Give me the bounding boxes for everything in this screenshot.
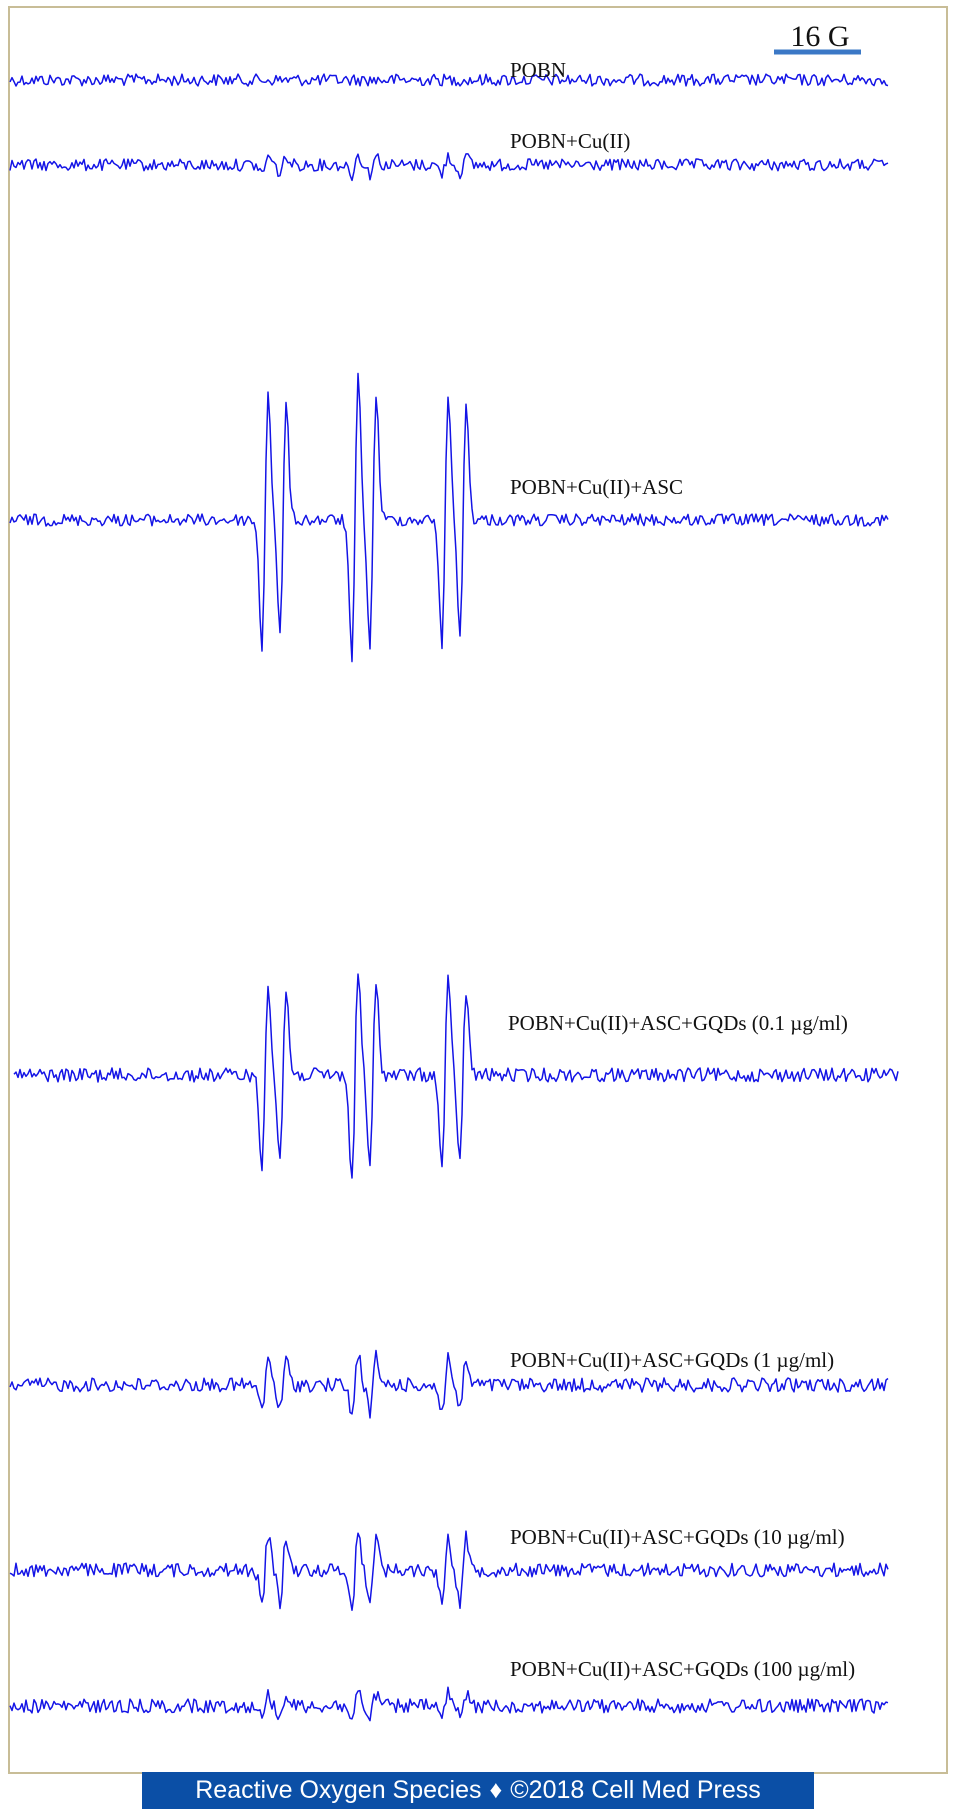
spectrum-label-4: POBN+Cu(II)+ASC+GQDs (0.1 µg/ml) xyxy=(508,1011,848,1035)
spectrum-label-1: POBN xyxy=(510,58,566,82)
scale-bar-label: 16 G xyxy=(790,20,849,53)
figure-frame xyxy=(8,6,948,1774)
scale-bar-group: 16 G xyxy=(774,20,861,55)
spectrum-trace-2 xyxy=(9,152,889,182)
journal-footer-banner: Reactive Oxygen Species ♦ ©2018 Cell Med… xyxy=(142,1772,814,1809)
spectra-labels: POBN POBN+Cu(II) POBN+Cu(II)+ASC POBN+Cu(II… xyxy=(508,58,855,1681)
spectra-traces xyxy=(9,73,899,1722)
spectrum-label-3: POBN+Cu(II)+ASC xyxy=(510,475,683,499)
spectrum-label-2: POBN+Cu(II) xyxy=(510,129,630,153)
spectrum-trace-1 xyxy=(9,73,889,87)
journal-name: Reactive Oxygen Species xyxy=(195,1776,482,1804)
spectrum-label-7: POBN+Cu(II)+ASC+GQDs (100 µg/ml) xyxy=(510,1657,855,1681)
spectrum-trace-3 xyxy=(9,372,889,663)
spectrum-trace-7 xyxy=(9,1686,889,1722)
separator-diamond: ♦ xyxy=(489,1776,503,1804)
spectrum-trace-5 xyxy=(9,1349,889,1419)
spectrum-label-6: POBN+Cu(II)+ASC+GQDs (10 µg/ml) xyxy=(510,1525,845,1549)
spectrum-trace-4 xyxy=(13,973,899,1179)
copyright-text: ©2018 Cell Med Press xyxy=(510,1776,761,1804)
spectrum-trace-6 xyxy=(9,1530,889,1612)
spectrum-label-5: POBN+Cu(II)+ASC+GQDs (1 µg/ml) xyxy=(510,1348,834,1372)
